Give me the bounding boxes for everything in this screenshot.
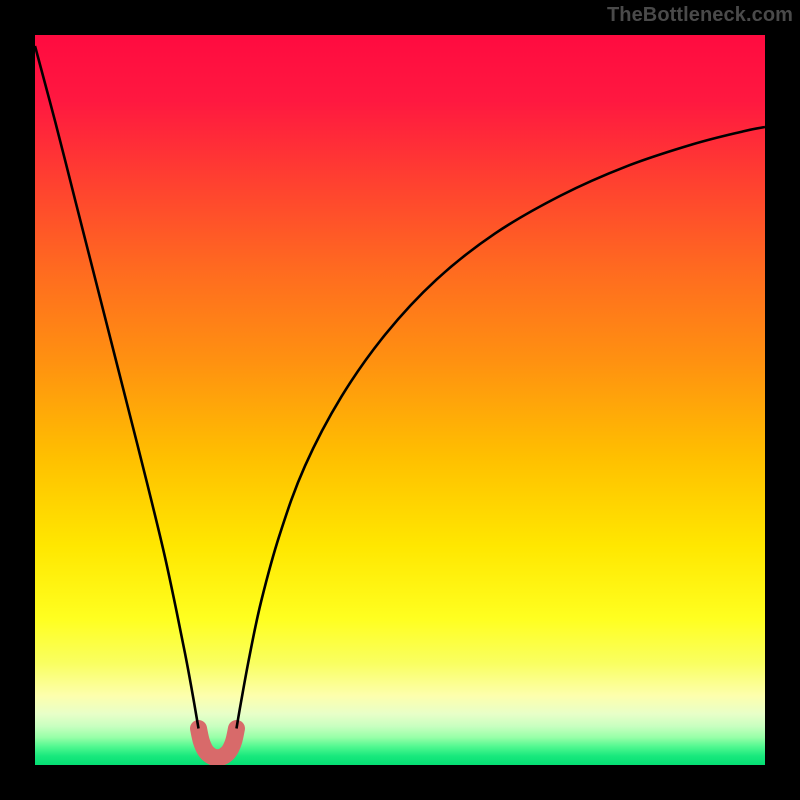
bottleneck-chart — [0, 0, 800, 800]
gradient-background — [35, 35, 765, 765]
